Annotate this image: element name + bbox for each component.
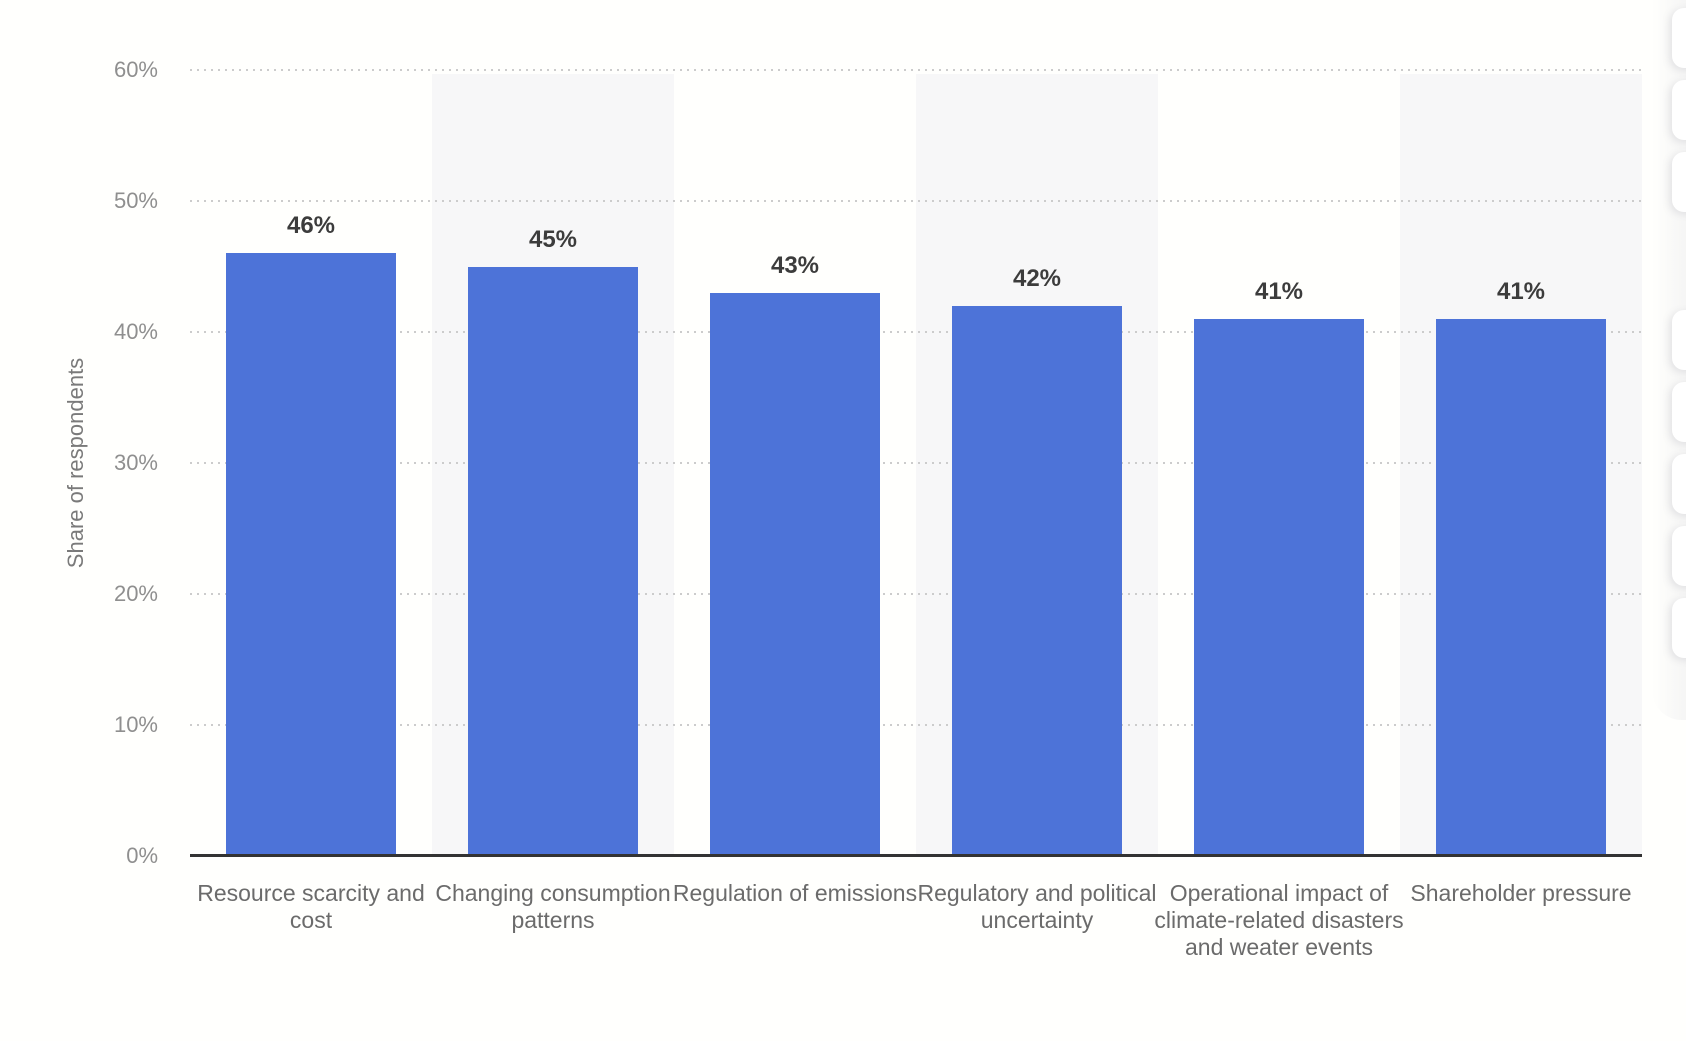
bar-value-label: 41% <box>1254 277 1304 305</box>
bar[interactable] <box>226 253 396 856</box>
bar[interactable] <box>468 266 638 856</box>
gridline <box>190 69 1642 71</box>
y-axis-tick-label: 40% <box>113 319 158 344</box>
bar-value-label: 46% <box>286 212 336 240</box>
gridline <box>190 593 1642 595</box>
edge-panel-button[interactable] <box>1672 598 1686 658</box>
edge-panel-button[interactable] <box>1672 80 1686 140</box>
bar[interactable] <box>1194 318 1364 856</box>
edge-panel-button[interactable] <box>1672 8 1686 68</box>
gridline <box>190 331 1642 333</box>
y-axis-tick-label: 20% <box>113 581 158 606</box>
gridline <box>190 200 1642 202</box>
category-label: Resource scarcity and cost <box>197 880 425 933</box>
bar[interactable] <box>1436 318 1606 856</box>
edge-panel-button[interactable] <box>1672 382 1686 442</box>
y-axis-tick-label: 50% <box>113 188 158 213</box>
category-label: Operational impact of climate-related di… <box>1154 880 1404 960</box>
x-axis-line <box>190 854 1642 857</box>
category-label: Shareholder pressure <box>1410 880 1632 906</box>
category-label: Regulatory and political uncertainty <box>917 880 1157 933</box>
edge-panel-button[interactable] <box>1672 152 1686 212</box>
y-axis-tick-label: 10% <box>113 712 158 737</box>
bar[interactable] <box>952 305 1122 856</box>
gridline <box>190 462 1642 464</box>
edge-panel-button[interactable] <box>1672 526 1686 586</box>
bar-value-label: 45% <box>528 225 578 253</box>
bar-value-label: 42% <box>1012 264 1062 292</box>
bar-value-label: 43% <box>770 251 820 279</box>
gridline <box>190 724 1642 726</box>
bar[interactable] <box>710 292 880 856</box>
y-axis-tick-label: 0% <box>126 843 158 868</box>
y-axis-tick-label: 60% <box>113 57 158 82</box>
bar-value-label: 41% <box>1496 277 1546 305</box>
category-label: Changing consumption patterns <box>435 880 671 933</box>
y-axis-tick-label: 30% <box>113 450 158 475</box>
category-label: Regulation of emissions <box>672 880 918 906</box>
edge-panel-button[interactable] <box>1672 310 1686 370</box>
edge-panel-button[interactable] <box>1672 454 1686 514</box>
